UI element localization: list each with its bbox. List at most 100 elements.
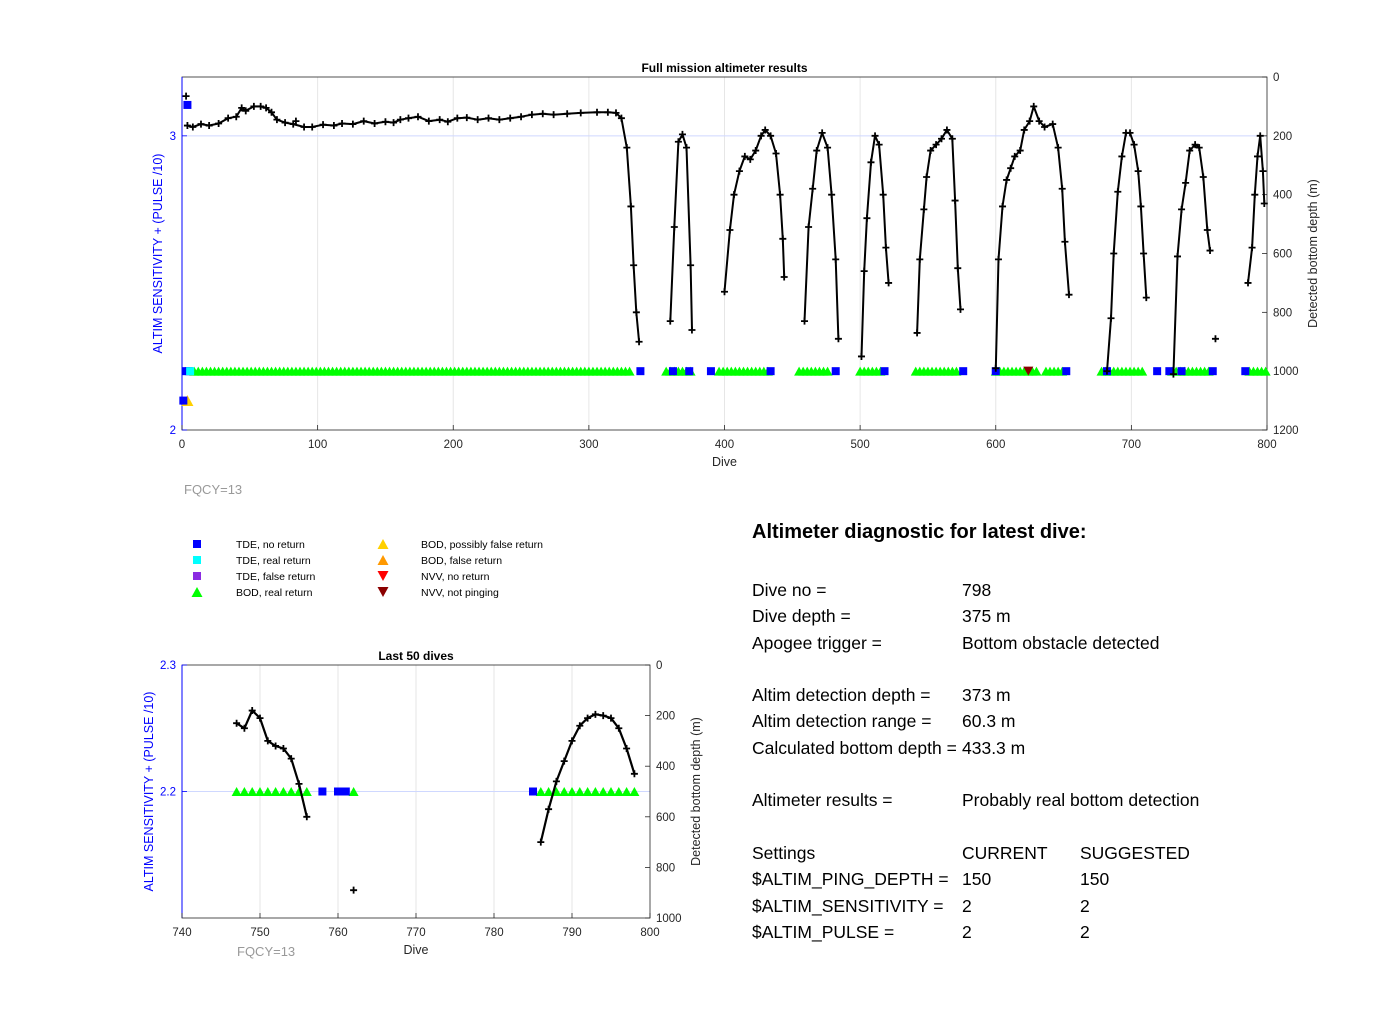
bottom-depth-point xyxy=(295,780,303,788)
bottom-depth-point xyxy=(1061,238,1069,246)
bottom-depth-point xyxy=(805,223,813,231)
bod-real-return-marker xyxy=(582,787,593,796)
right-tick-label: 200 xyxy=(1273,131,1292,143)
bottom-depth-point xyxy=(730,191,738,199)
bottom-depth-point xyxy=(721,288,728,296)
x-tick-label: 750 xyxy=(250,927,269,939)
bod-real-return-marker xyxy=(535,787,546,796)
bottom-depth-point xyxy=(834,335,842,343)
bottom-depth-point xyxy=(992,364,1000,372)
bottom-depth-point xyxy=(381,118,389,126)
right-axis-label: Detected bottom depth (m) xyxy=(1306,179,1320,328)
bottom-depth-point xyxy=(627,202,635,210)
x-tick-label: 760 xyxy=(328,927,347,939)
dive-no-row: Dive no = 798 xyxy=(752,577,1352,603)
bottom-depth-point xyxy=(232,113,240,121)
legend-marker xyxy=(377,555,389,565)
bottom-depth-point xyxy=(189,123,197,131)
bottom-depth-point xyxy=(687,261,695,269)
bod-real-return-marker xyxy=(247,787,258,796)
apogee-trigger-row: Apogee trigger = Bottom obstacle detecte… xyxy=(752,630,1352,656)
ping-depth-suggested: 150 xyxy=(1080,869,1110,890)
bottom-depth-point xyxy=(1020,126,1028,134)
bottom-depth-point xyxy=(250,102,258,110)
bottom-depth-point xyxy=(916,255,924,263)
ping-depth-label: $ALTIM_PING_DEPTH = xyxy=(752,869,949,890)
bod-real-return-marker xyxy=(559,787,570,796)
bottom-depth-point xyxy=(1054,144,1062,152)
tde-no-return-marker xyxy=(831,367,840,376)
x-axis-label: Dive xyxy=(403,943,428,957)
bottom-depth-point xyxy=(338,119,346,127)
bottom-depth-point xyxy=(273,116,281,124)
nvv-not-pinging-marker xyxy=(1023,366,1034,376)
bottom-depth-point xyxy=(1030,102,1038,110)
bottom-depth-point xyxy=(495,116,503,124)
bottom-depth-point xyxy=(1003,176,1011,184)
bottom-depth-point xyxy=(425,117,433,125)
bottom-depth-point xyxy=(308,123,316,131)
bottom-depth-point xyxy=(630,770,638,778)
bottom-depth-point xyxy=(350,886,358,894)
bottom-depth-point xyxy=(444,118,452,126)
right-tick-label: 800 xyxy=(1273,307,1292,319)
chart-title: Last 50 dives xyxy=(378,649,454,663)
bottom-depth-series xyxy=(1172,143,1211,375)
results-label: Altimeter results = xyxy=(752,790,893,811)
bottom-depth-point xyxy=(1254,152,1262,160)
legend-label: BOD, possibly false return xyxy=(421,539,543,551)
left-axis-label: ALTIM SENSITIVITY + (PULSE /10) xyxy=(151,154,165,354)
x-tick-label: 600 xyxy=(986,439,1005,451)
altimeter-diagnostic-panel: Altimeter diagnostic for latest dive: Di… xyxy=(752,515,1352,945)
altim-range-label: Altim detection range = xyxy=(752,711,932,732)
bottom-depth-point xyxy=(999,202,1007,210)
bottom-depth-point xyxy=(813,147,821,155)
bod-real-return-marker xyxy=(629,787,640,796)
bod-real-return-marker xyxy=(613,787,624,796)
bod-real-return-marker xyxy=(255,787,265,796)
bottom-depth-point xyxy=(264,737,272,745)
legend-label: TDE, no return xyxy=(236,539,305,551)
altim-depth-value: 373 m xyxy=(962,685,1011,706)
bottom-depth-point xyxy=(560,757,568,765)
legend-label: BOD, real return xyxy=(236,587,313,599)
bottom-depth-point xyxy=(954,264,962,272)
dive-depth-value: 375 m xyxy=(962,606,1011,627)
bottom-depth-point xyxy=(183,122,191,130)
bottom-depth-point xyxy=(599,712,607,720)
sensitivity-suggested: 2 xyxy=(1080,895,1090,916)
x-tick-label: 200 xyxy=(444,439,463,451)
current-header: CURRENT xyxy=(962,842,1048,863)
bottom-depth-point xyxy=(576,722,584,730)
fqcy-label-main: FQCY=13 xyxy=(184,482,242,497)
bottom-depth-point xyxy=(913,329,921,337)
bottom-depth-point xyxy=(371,119,379,127)
bottom-depth-point xyxy=(262,104,270,112)
bottom-depth-point xyxy=(1186,147,1194,155)
bod-real-return-marker xyxy=(1031,366,1042,376)
bod-real-return-marker xyxy=(590,787,601,796)
legend-label: BOD, false return xyxy=(421,555,502,567)
bottom-depth-point xyxy=(1251,191,1259,199)
bottom-depth-point xyxy=(1114,188,1122,196)
bod-real-return-marker xyxy=(1137,366,1148,376)
bottom-depth-point xyxy=(818,129,826,137)
bottom-depth-point xyxy=(927,147,935,155)
legend-marker xyxy=(377,587,389,597)
right-tick-label: 400 xyxy=(1273,190,1292,202)
bottom-depth-point xyxy=(1178,205,1186,213)
tde-no-return-marker xyxy=(1208,367,1217,376)
bottom-depth-point xyxy=(281,119,289,127)
bottom-depth-point xyxy=(1206,247,1214,255)
left-tick-label: 2.2 xyxy=(160,787,176,799)
settings-header-row: Settings CURRENT SUGGESTED xyxy=(752,840,1352,866)
bottom-depth-point xyxy=(670,223,678,231)
bottom-depth-point xyxy=(1007,164,1015,172)
bottom-depth-point xyxy=(612,109,620,117)
right-tick-label: 600 xyxy=(1273,249,1292,261)
bottom-depth-point xyxy=(414,113,422,121)
bottom-depth-point xyxy=(860,267,868,275)
fqcy-label-small: FQCY=13 xyxy=(237,944,295,959)
bottom-depth-point xyxy=(506,114,514,122)
bottom-depth-point xyxy=(779,235,787,243)
